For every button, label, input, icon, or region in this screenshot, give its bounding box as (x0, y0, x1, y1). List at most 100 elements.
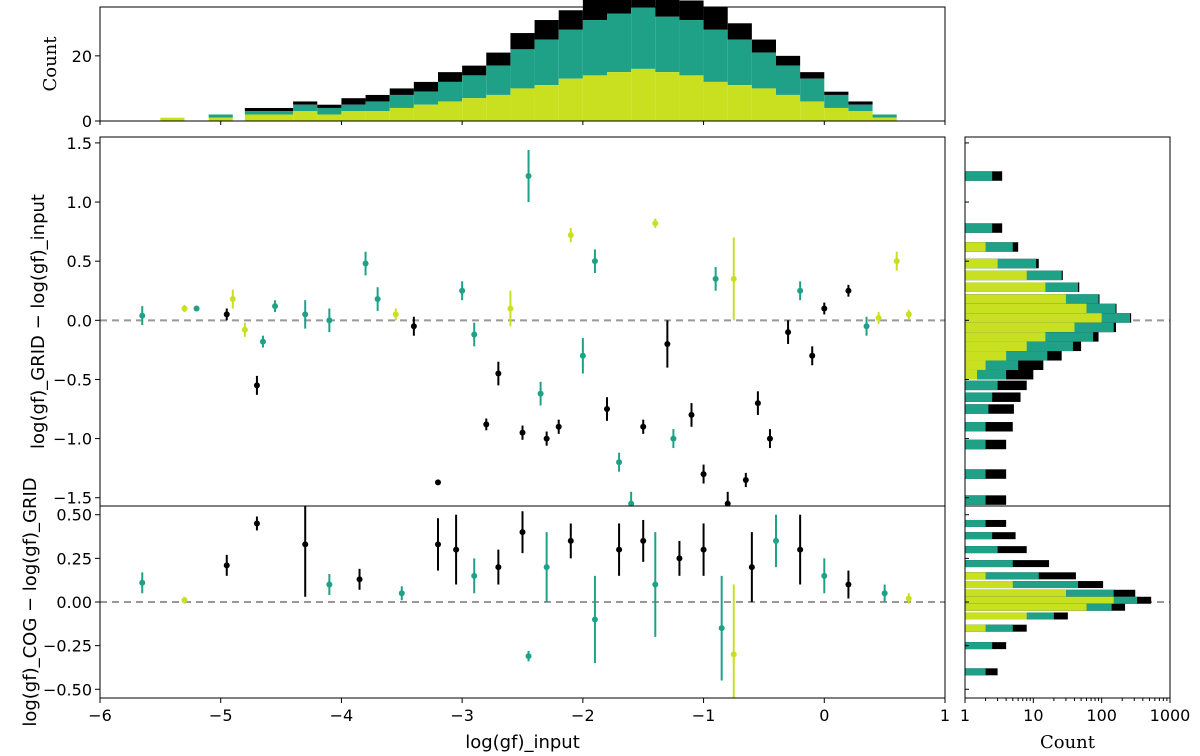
bottom-point (718, 625, 725, 632)
main-point (229, 296, 236, 303)
right-bottom-hist-bar-teal (965, 668, 986, 676)
top-hist-bar-lime (438, 101, 463, 121)
main-point (616, 459, 623, 466)
x-tick-label: −4 (330, 706, 354, 725)
top-hist-bar-teal (269, 111, 294, 115)
main-point (652, 220, 659, 227)
top-hist-bar-teal (389, 94, 414, 108)
right-main-hist-bar-lime (965, 258, 998, 269)
bottom-point (640, 537, 647, 544)
bottom-point (543, 564, 550, 571)
top-hist-bar-teal (341, 104, 366, 112)
bottom-point (253, 520, 260, 527)
top-hist-bar-lime (607, 72, 632, 121)
main-point (591, 258, 598, 265)
top-hist-bar-teal (607, 13, 632, 73)
top-hist-bar-lime (365, 111, 390, 121)
top-hist-bar-teal (510, 49, 535, 89)
bottom-y-tick-label: 0.00 (56, 593, 92, 612)
bottom-point (821, 572, 828, 579)
top-hist-bar-teal (824, 94, 849, 108)
main-point (670, 435, 677, 442)
right-main-hist-bar-lime (965, 303, 1087, 314)
bottom-point (356, 576, 363, 583)
bottom-point (616, 546, 623, 553)
main-point (193, 305, 200, 312)
x-axis-label: log(gf)_input (465, 732, 580, 753)
top-hist-bar-teal (727, 39, 752, 86)
main-point (730, 275, 737, 282)
right-x-tick-label: 1 (960, 706, 970, 725)
right-main-hist-bar-lime (965, 242, 986, 252)
top-hist-bar-black (631, 0, 656, 8)
top-hist-bar-teal (848, 104, 873, 112)
right-bottom-hist-bar-lime (965, 596, 1114, 604)
top-hist-bar-black (341, 98, 366, 105)
main-point (410, 323, 417, 330)
x-tick-label: 1 (940, 706, 950, 725)
right-main-hist-bar-teal (965, 469, 986, 479)
x-tick-label: −3 (450, 706, 474, 725)
top-hist-bar-teal (208, 114, 233, 118)
main-y-tick-label: 1.5 (67, 134, 92, 153)
main-point (362, 260, 369, 267)
top-hist-bar-teal (244, 111, 269, 115)
top-hist-bar-teal (631, 7, 656, 69)
bottom-point (525, 653, 532, 660)
main-y-tick-label: 0.0 (67, 311, 92, 330)
x-tick-label: −5 (209, 706, 233, 725)
bottom-point (495, 564, 502, 571)
right-bottom-hist-bar-lime (965, 612, 1027, 620)
right-main-hist-bar-teal (965, 223, 993, 233)
axis-ticks: 0 20 1.5 1.0 0.5 0.0 −0.5 −1.0 −1.50.50 0.25 0.00 −… (43, 47, 1190, 725)
bottom-y-tick-label: 0.50 (56, 506, 92, 525)
top-hist-bar-black (824, 91, 849, 95)
main-point (754, 400, 761, 407)
bottom-y-axis-label: log(gf)_COG − log(gf)_GRID (20, 477, 41, 726)
right-main-hist-bar-lime (965, 322, 1075, 333)
right-bottom-hist-bar-lime (965, 572, 986, 580)
bottom-point (326, 581, 333, 588)
right-bottom-hist-bar-teal (965, 581, 1078, 589)
right-panel-frame (964, 136, 1171, 699)
bottom-point (139, 579, 146, 586)
top-hist-bar-black (848, 101, 873, 105)
main-y-tick-label: 1.0 (67, 193, 92, 212)
main-point (700, 471, 707, 478)
main-point (863, 323, 870, 330)
right-bottom-hist-bar-teal (965, 546, 998, 554)
right-main-hist-bar-lime (965, 294, 1066, 304)
top-hist-bar-teal (703, 29, 728, 82)
top-hist-bar-lime (269, 114, 294, 121)
bottom-point (797, 546, 804, 553)
top-hist-bar-lime (510, 88, 535, 121)
right-main-hist-bar-lime (965, 270, 1027, 281)
main-point (712, 275, 719, 282)
top-hist-bar-lime (800, 101, 825, 121)
bottom-point (181, 597, 188, 604)
top-hist-bar-black (751, 39, 776, 53)
main-point (519, 429, 526, 436)
main-point (604, 406, 610, 413)
top-hist-bar-black (244, 107, 269, 112)
right-x-axis-label: Count (1040, 732, 1096, 753)
main-point (471, 331, 478, 338)
main-point (809, 352, 816, 359)
main-point (302, 311, 309, 318)
top-hist-bar-lime (582, 75, 607, 121)
top-hist-bar-lime (413, 104, 438, 121)
main-y-tick-label: −1.5 (53, 489, 92, 508)
bottom-point (700, 546, 707, 553)
main-point (272, 303, 279, 310)
top-hist-bar-lime (751, 88, 776, 121)
top-hist-bar-lime (486, 94, 511, 121)
top-hist-bar-black (365, 94, 390, 102)
bottom-point (223, 562, 230, 569)
x-tick-label: −1 (692, 706, 716, 725)
right-main-hist-bar-teal (965, 360, 1019, 370)
right-main-hist-bar-teal (965, 242, 1013, 252)
right-main-hist-bar-lime (965, 369, 978, 380)
bottom-point (748, 564, 755, 571)
top-hist-bar-teal (751, 52, 776, 89)
